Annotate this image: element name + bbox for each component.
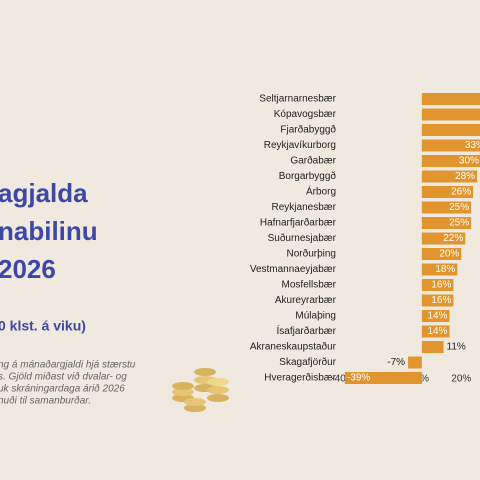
category-label: Garðabær xyxy=(290,155,336,167)
bar xyxy=(421,93,480,105)
value-label: 18% xyxy=(435,264,455,275)
bar xyxy=(421,310,450,322)
bar xyxy=(421,124,480,136)
value-label: 14% xyxy=(427,326,447,337)
bar xyxy=(421,232,466,245)
value-label: 11% xyxy=(447,342,466,353)
category-label: Akureyrarbær xyxy=(275,295,337,306)
x-tick-label: 0% xyxy=(415,374,430,385)
bar xyxy=(421,170,478,183)
bar xyxy=(421,248,462,260)
value-label: 30% xyxy=(459,156,479,167)
value-label: -39% xyxy=(347,373,370,384)
category-label: Norðurþing xyxy=(287,248,336,260)
category-label: Skagafjörður xyxy=(279,356,336,368)
bar xyxy=(421,341,444,353)
bar xyxy=(421,108,480,121)
title-line: agjalda xyxy=(0,178,88,208)
value-label: -7% xyxy=(387,357,405,368)
bar xyxy=(421,139,480,152)
category-label: Árborg xyxy=(306,185,336,198)
category-label: Ísafjarðarbær xyxy=(277,324,337,337)
category-label: Fjarðabyggð xyxy=(280,124,336,136)
bar xyxy=(421,186,474,198)
title-line: 2026 xyxy=(0,254,56,284)
bar xyxy=(421,217,472,229)
value-label: 26% xyxy=(451,187,471,198)
value-label: 16% xyxy=(431,280,451,291)
bar xyxy=(421,155,480,167)
note: ng á mánaðargjaldi hjá stærstu xyxy=(0,360,136,371)
category-label: Hafnarfjarðarbær xyxy=(260,217,337,229)
bar xyxy=(421,201,472,214)
value-label: 33% xyxy=(465,140,480,151)
title-line: nabilinu xyxy=(0,216,98,246)
value-label: 25% xyxy=(449,202,469,213)
bar xyxy=(421,294,454,307)
x-tick-label: -40% xyxy=(331,374,354,385)
coins xyxy=(172,368,229,412)
value-label: 28% xyxy=(455,171,475,182)
category-label: Múlaþing xyxy=(295,311,336,322)
category-label: Kópavogsbær xyxy=(274,109,337,120)
category-label: Reykjanesbær xyxy=(272,202,337,213)
category-label: Borgarbyggð xyxy=(279,170,337,182)
bar xyxy=(344,372,422,384)
category-label: Suðurnesjabær xyxy=(268,232,337,244)
value-label: 25% xyxy=(449,218,469,229)
bar xyxy=(421,325,450,338)
value-label: 22% xyxy=(443,233,463,244)
category-label: Akraneskaupstaður xyxy=(250,341,337,353)
subtitle: 0 klst. á viku) xyxy=(0,318,86,334)
value-label: 16% xyxy=(431,295,451,306)
x-tick-label: 20% xyxy=(451,374,471,385)
note: s. Gjöld miðast við dvalar- og xyxy=(0,372,127,383)
category-label: Hveragerðisbær xyxy=(264,372,336,384)
category-label: Seltjarnarnesbær xyxy=(259,94,336,105)
note: uk skráningardaga árið 2026 xyxy=(0,384,125,395)
bar xyxy=(421,263,458,276)
bar xyxy=(408,356,422,369)
category-label: Vestmannaeyjabær xyxy=(250,264,337,275)
value-label: 14% xyxy=(427,311,447,322)
value-label: 20% xyxy=(439,249,459,260)
note: nuði til samanburðar. xyxy=(0,396,91,407)
bar xyxy=(421,279,454,291)
category-label: Reykjavíkurborg xyxy=(264,140,336,151)
category-label: Mosfellsbær xyxy=(282,280,337,291)
